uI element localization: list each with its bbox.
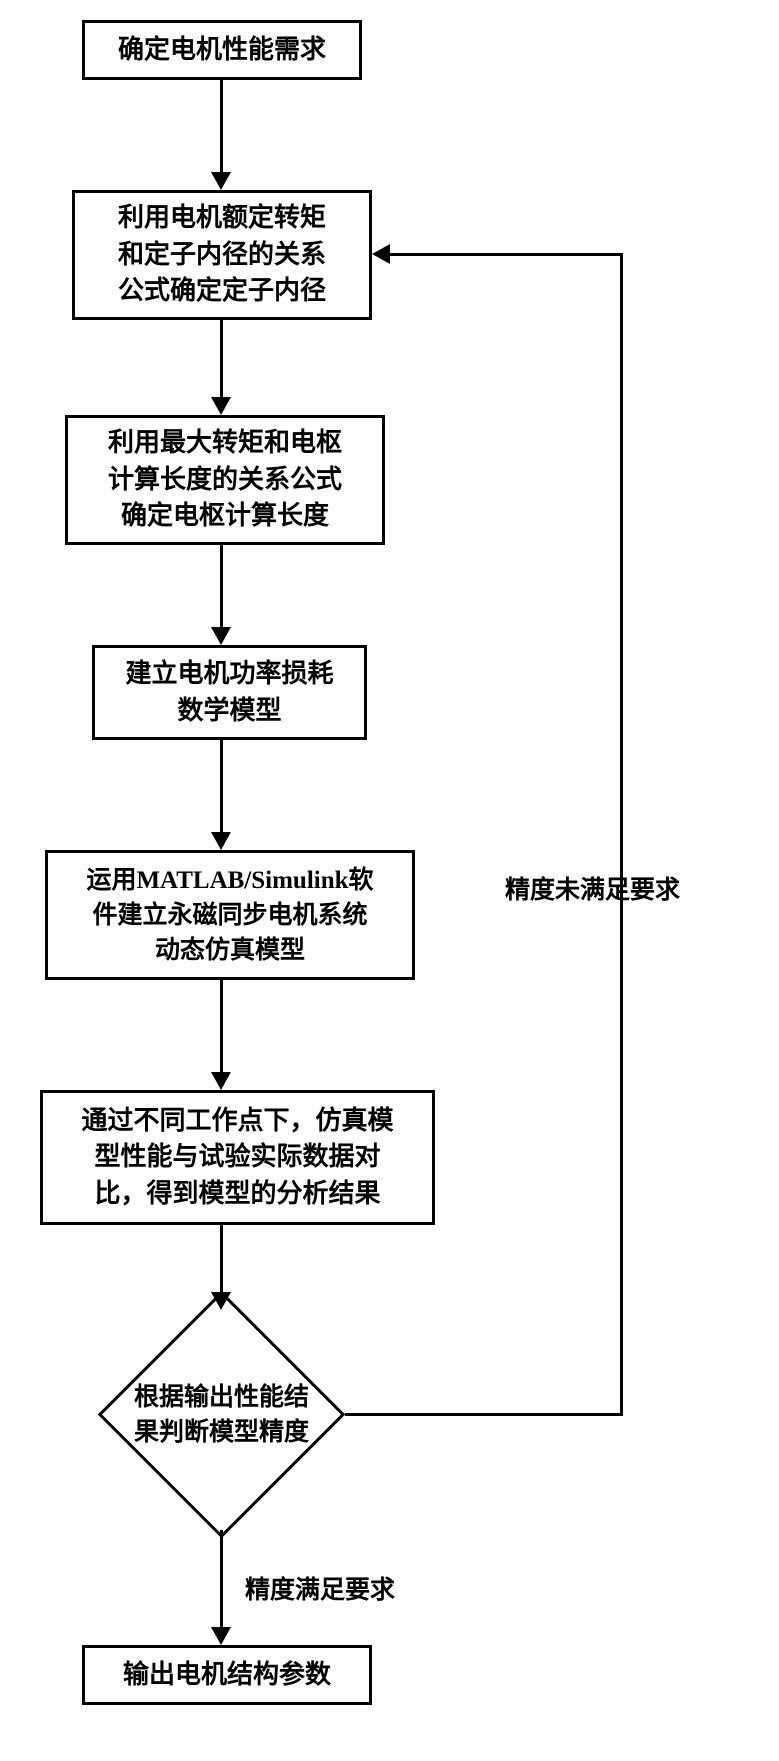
label-not-satisfy: 精度未满足要求 bbox=[505, 870, 680, 906]
arrow-head-icon bbox=[211, 627, 231, 645]
edge-6-7 bbox=[220, 1225, 223, 1295]
edge-2-3 bbox=[220, 320, 223, 400]
arrow-head-icon bbox=[211, 172, 231, 190]
edge-feedback-v bbox=[620, 253, 623, 1416]
edge-feedback-h2 bbox=[390, 253, 623, 256]
arrow-head-icon bbox=[211, 397, 231, 415]
node-simulink-model: 运用MATLAB/Simulink软 件建立永磁同步电机系统 动态仿真模型 bbox=[45, 850, 415, 980]
node-compare-results: 通过不同工作点下，仿真模 型性能与试验实际数据对 比，得到模型的分析结果 bbox=[40, 1090, 435, 1225]
arrow-head-icon bbox=[211, 1627, 231, 1645]
node-power-loss-model: 建立电机功率损耗 数学模型 bbox=[92, 645, 367, 740]
edge-3-4 bbox=[220, 545, 223, 630]
arrow-head-icon bbox=[211, 1072, 231, 1090]
node-text: 运用MATLAB/Simulink软 件建立永磁同步电机系统 动态仿真模型 bbox=[86, 863, 373, 968]
node-text: 根据输出性能结 果判断模型精度 bbox=[122, 1380, 322, 1450]
node-text: 输出电机结构参数 bbox=[123, 1657, 331, 1693]
node-requirements: 确定电机性能需求 bbox=[82, 20, 362, 80]
node-decision-precision: 根据输出性能结 果判断模型精度 bbox=[134, 1327, 309, 1502]
node-stator-inner-diameter: 利用电机额定转矩 和定子内径的关系 公式确定定子内径 bbox=[72, 190, 372, 320]
node-armature-length: 利用最大转矩和电枢 计算长度的关系公式 确定电枢计算长度 bbox=[65, 415, 385, 545]
edge-7-8 bbox=[220, 1530, 223, 1630]
edge-5-6 bbox=[220, 980, 223, 1075]
node-text: 利用电机额定转矩 和定子内径的关系 公式确定定子内径 bbox=[118, 200, 326, 309]
node-text: 利用最大转矩和电枢 计算长度的关系公式 确定电枢计算长度 bbox=[108, 425, 342, 534]
arrow-head-icon bbox=[211, 1292, 231, 1310]
flowchart-container: 确定电机性能需求 利用电机额定转矩 和定子内径的关系 公式确定定子内径 利用最大… bbox=[0, 0, 779, 1761]
node-text: 通过不同工作点下，仿真模 型性能与试验实际数据对 比，得到模型的分析结果 bbox=[81, 1103, 393, 1212]
edge-4-5 bbox=[220, 740, 223, 835]
node-text: 建立电机功率损耗 数学模型 bbox=[125, 656, 333, 729]
arrow-head-icon bbox=[211, 832, 231, 850]
node-output-params: 输出电机结构参数 bbox=[82, 1645, 372, 1705]
node-text: 确定电机性能需求 bbox=[118, 32, 326, 68]
arrow-head-icon bbox=[372, 244, 390, 264]
edge-1-2 bbox=[220, 80, 223, 175]
edge-feedback-h1 bbox=[345, 1413, 623, 1416]
label-satisfy: 精度满足要求 bbox=[245, 1570, 395, 1606]
